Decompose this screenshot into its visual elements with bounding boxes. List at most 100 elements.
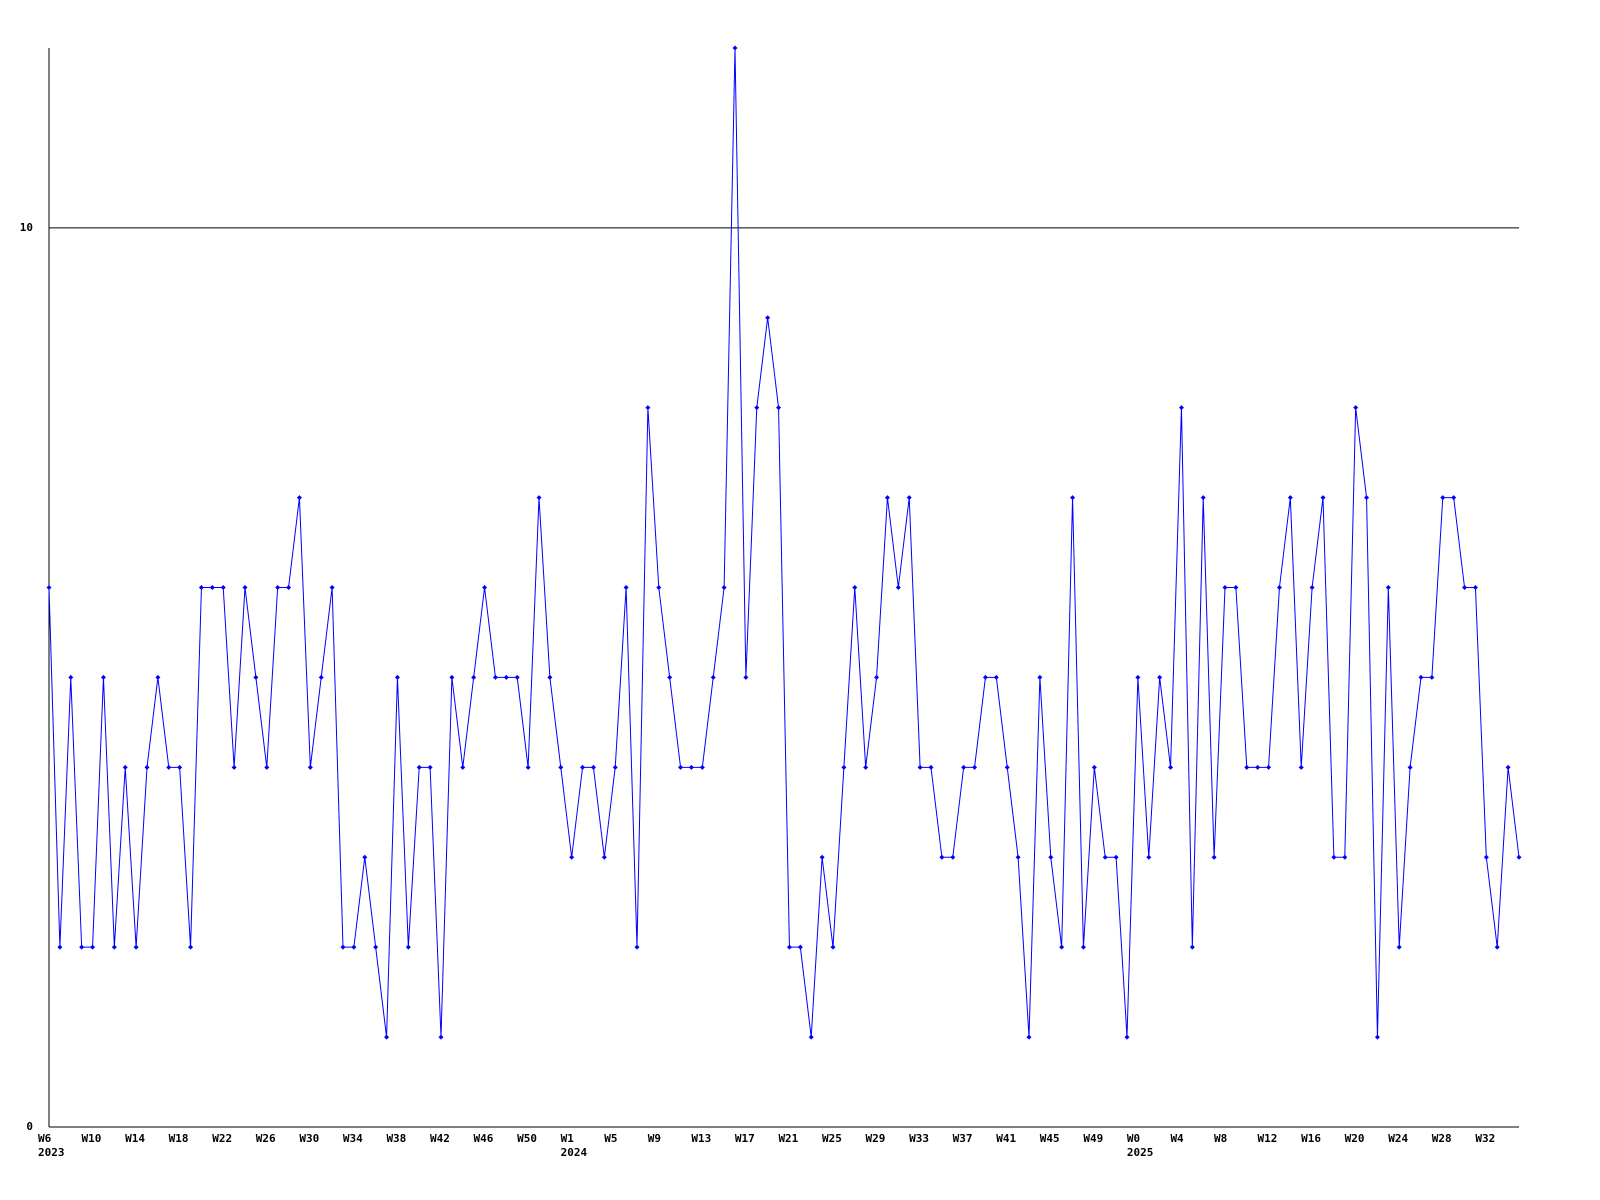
data-point (427, 764, 433, 770)
data-point (1320, 495, 1326, 501)
x-year-label: 2023 (38, 1146, 65, 1159)
data-point (329, 585, 335, 590)
data-point (547, 674, 553, 680)
data-point (852, 585, 858, 590)
data-point (525, 764, 531, 770)
x-tick-label: W17 (735, 1132, 755, 1145)
data-point (939, 854, 945, 860)
x-tick-label: W9 (648, 1132, 661, 1145)
data-point (318, 674, 324, 680)
data-point (198, 585, 204, 590)
data-point (1037, 674, 1043, 680)
data-point (449, 674, 455, 680)
data-point (438, 1034, 444, 1040)
y-tick-label: 10 (20, 221, 33, 234)
data-point (928, 764, 934, 770)
data-point (710, 674, 716, 680)
data-point (1353, 405, 1359, 411)
data-point (1255, 764, 1261, 770)
x-tick-label: W20 (1345, 1132, 1365, 1145)
data-point (765, 315, 771, 321)
data-point (590, 764, 596, 770)
data-point (1494, 944, 1500, 950)
data-point (1309, 585, 1315, 590)
data-point (580, 764, 586, 770)
data-point (1287, 495, 1293, 501)
x-tick-label: W13 (691, 1132, 711, 1145)
data-point (405, 944, 411, 950)
x-tick-label: W45 (1040, 1132, 1060, 1145)
x-tick-label: W30 (299, 1132, 319, 1145)
data-point (1168, 764, 1174, 770)
data-point (1189, 944, 1195, 950)
data-point (57, 944, 63, 950)
x-tick-label: W28 (1432, 1132, 1452, 1145)
data-point (1516, 854, 1522, 860)
data-point (1331, 854, 1337, 860)
data-point (1135, 674, 1141, 680)
data-point (1102, 854, 1108, 860)
data-point (1418, 674, 1424, 680)
data-point (1026, 1034, 1032, 1040)
x-tick-label: W24 (1388, 1132, 1408, 1145)
data-point (1146, 854, 1152, 860)
data-line (48, 47, 1520, 1038)
data-point (1004, 764, 1010, 770)
data-point (1124, 1034, 1130, 1040)
x-tick-label: W41 (996, 1132, 1016, 1145)
x-tick-label: W29 (866, 1132, 886, 1145)
data-point (993, 674, 999, 680)
x-tick-label: W25 (822, 1132, 842, 1145)
data-point (166, 764, 172, 770)
y-tick-label: 0 (26, 1120, 33, 1133)
data-point (1091, 764, 1097, 770)
data-point (111, 944, 117, 950)
data-point (79, 944, 85, 950)
x-tick-label: W5 (604, 1132, 617, 1145)
data-point (972, 764, 978, 770)
data-point (982, 674, 988, 680)
data-point (1462, 585, 1468, 590)
x-tick-label: W21 (778, 1132, 798, 1145)
x-tick-label: W14 (125, 1132, 145, 1145)
data-point (1113, 854, 1119, 860)
data-point (743, 674, 749, 680)
data-point (874, 674, 880, 680)
data-point (645, 405, 651, 411)
x-tick-label: W4 (1170, 1132, 1184, 1145)
data-point (394, 674, 400, 680)
data-point (351, 944, 357, 950)
data-point (1451, 495, 1457, 501)
data-point (460, 764, 466, 770)
data-point (1222, 585, 1228, 590)
data-point (1364, 495, 1370, 501)
data-point (1015, 854, 1021, 860)
data-point (536, 495, 542, 501)
x-tick-label: W18 (169, 1132, 189, 1145)
x-tick-label: W12 (1258, 1132, 1278, 1145)
data-point (786, 944, 792, 950)
data-point (667, 674, 673, 680)
data-point (721, 585, 727, 590)
data-point (307, 764, 313, 770)
data-point (569, 854, 575, 860)
data-point (1440, 495, 1446, 501)
data-point (1178, 405, 1184, 411)
data-point (808, 1034, 814, 1040)
data-point (275, 585, 281, 590)
x-tick-label: W46 (474, 1132, 494, 1145)
data-point (558, 764, 564, 770)
x-tick-label: W50 (517, 1132, 537, 1145)
data-point (601, 854, 607, 860)
x-tick-label: W32 (1475, 1132, 1495, 1145)
data-point (286, 585, 292, 590)
x-tick-label: W6 (38, 1132, 52, 1145)
data-point (220, 585, 226, 590)
data-point (1070, 495, 1076, 501)
x-tick-label: W49 (1083, 1132, 1103, 1145)
data-point (634, 944, 640, 950)
data-point (1298, 764, 1304, 770)
data-point (209, 585, 215, 590)
x-tick-label: W16 (1301, 1132, 1321, 1145)
data-point (90, 944, 96, 950)
